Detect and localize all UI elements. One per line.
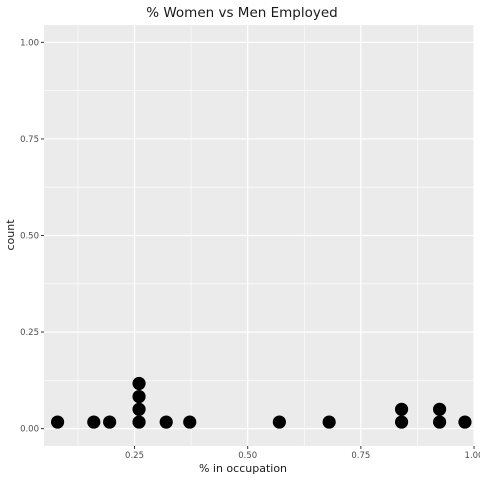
data-point (132, 415, 146, 429)
data-point (132, 402, 146, 416)
axis-ticks (41, 41, 475, 449)
data-point (433, 415, 447, 429)
data-point (394, 415, 409, 429)
data-point (433, 402, 447, 416)
data-points (50, 376, 472, 429)
data-point (50, 415, 65, 429)
y-tick-label: 0.00 (20, 425, 39, 435)
y-axis-title: count (4, 219, 17, 251)
data-point (394, 402, 409, 416)
axis-tick-labels: 0.25 0.50 0.75 1.00 0.00 0.25 0.50 0.75 1.00 (20, 38, 480, 461)
x-tick-label: 1.00 (465, 451, 480, 461)
data-point (183, 415, 197, 429)
data-point (458, 415, 472, 429)
x-tick-label: 0.25 (125, 451, 144, 461)
y-tick-label: 0.25 (20, 328, 39, 338)
data-point (272, 415, 286, 429)
y-tick-label: 0.75 (20, 135, 39, 145)
y-tick-label: 1.00 (20, 38, 39, 48)
data-point (87, 415, 101, 429)
major-gridlines (44, 25, 475, 446)
data-point (159, 415, 173, 429)
data-point (322, 415, 336, 429)
x-tick-label: 0.75 (351, 451, 370, 461)
data-point (103, 415, 117, 429)
x-tick-label: 0.50 (238, 451, 257, 461)
data-point (132, 376, 146, 391)
chart-title: % Women vs Men Employed (146, 5, 337, 21)
x-axis-title: % in occupation (199, 462, 287, 475)
data-point (132, 389, 146, 404)
y-tick-label: 0.50 (20, 232, 39, 242)
